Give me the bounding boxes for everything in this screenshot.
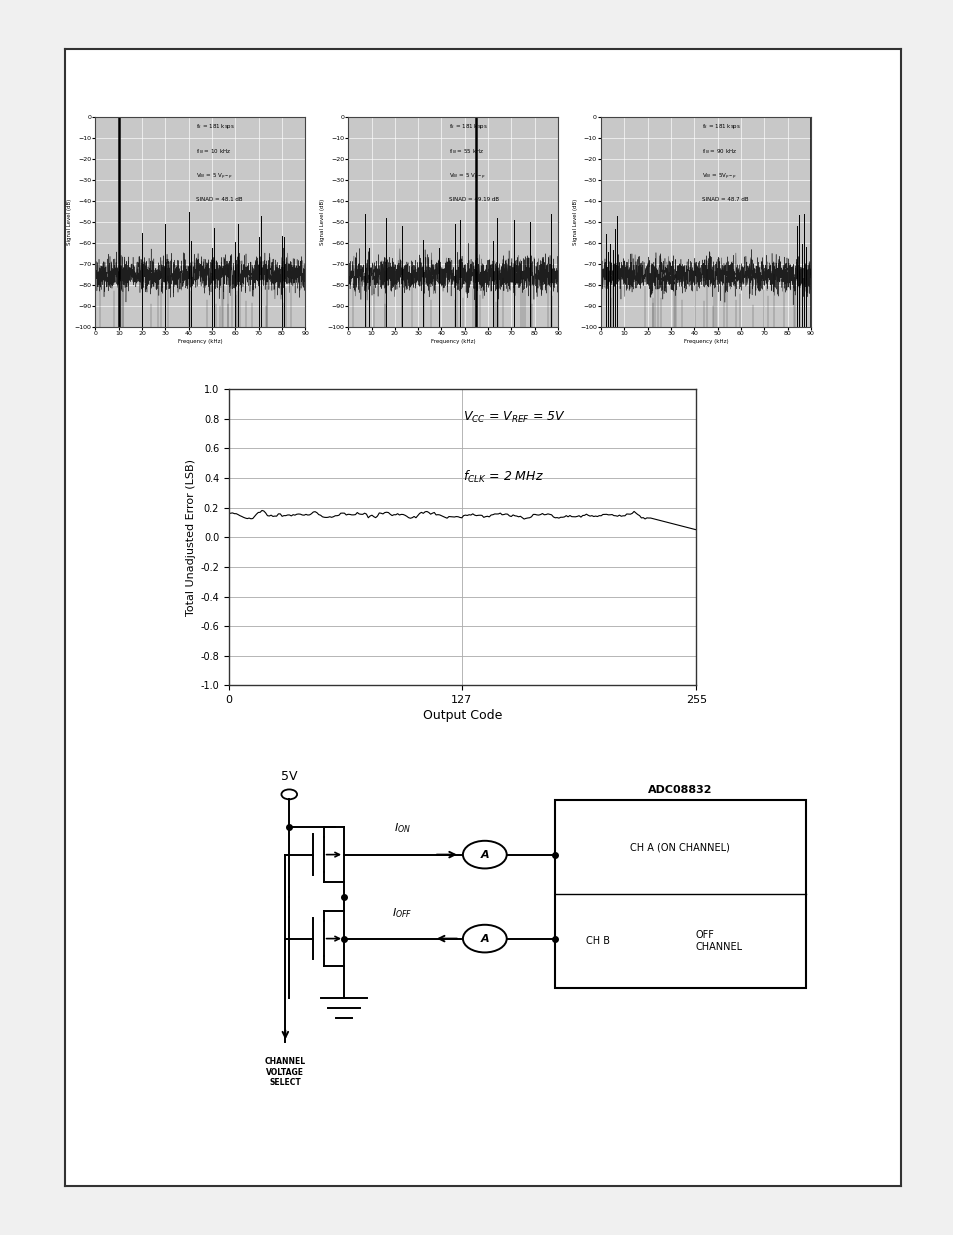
Text: $I_{OFF}$: $I_{OFF}$: [392, 906, 413, 920]
Text: ADC08832: ADC08832: [647, 785, 712, 795]
X-axis label: Frequency (kHz): Frequency (kHz): [178, 338, 222, 343]
Text: CHANNEL
VOLTAGE
SELECT: CHANNEL VOLTAGE SELECT: [265, 1057, 306, 1087]
Text: f$_{IN}$ = 10 kHz: f$_{IN}$ = 10 kHz: [196, 147, 231, 156]
Y-axis label: Signal Level (dB): Signal Level (dB): [320, 199, 325, 246]
Text: SINAD = 48.1 dB: SINAD = 48.1 dB: [196, 198, 242, 203]
X-axis label: Frequency (kHz): Frequency (kHz): [683, 338, 727, 343]
Text: f$_S$ = 181 ksps: f$_S$ = 181 ksps: [196, 121, 235, 131]
Text: V$_{IN}$ = 5V$_{p-p}$: V$_{IN}$ = 5V$_{p-p}$: [701, 172, 736, 182]
Y-axis label: Total Unadjusted Error (LSB): Total Unadjusted Error (LSB): [186, 458, 196, 616]
Text: 5V: 5V: [281, 769, 297, 783]
X-axis label: Frequency (kHz): Frequency (kHz): [431, 338, 475, 343]
Text: f$_{IN}$ = 55 kHz: f$_{IN}$ = 55 kHz: [449, 147, 483, 156]
Text: CH A (ON CHANNEL): CH A (ON CHANNEL): [630, 842, 730, 852]
Text: V$_{IN}$ = 5 V$_{p-p}$: V$_{IN}$ = 5 V$_{p-p}$: [196, 172, 233, 182]
Text: V$_{IN}$ = 5 V$_{p-p}$: V$_{IN}$ = 5 V$_{p-p}$: [449, 172, 485, 182]
Bar: [555, 800, 804, 988]
Text: OFF
CHANNEL: OFF CHANNEL: [696, 930, 742, 952]
Y-axis label: Signal Level (dB): Signal Level (dB): [573, 199, 578, 246]
Text: SINAD = 49.19 dB: SINAD = 49.19 dB: [449, 198, 498, 203]
Text: f$_S$ = 181 ksps: f$_S$ = 181 ksps: [701, 121, 740, 131]
X-axis label: Output Code: Output Code: [422, 709, 502, 722]
Text: A: A: [480, 850, 489, 860]
Text: CH B: CH B: [586, 936, 610, 946]
Text: $I_{ON}$: $I_{ON}$: [394, 821, 411, 835]
Text: f$_{IN}$ = 90 kHz: f$_{IN}$ = 90 kHz: [701, 147, 736, 156]
Text: A: A: [480, 934, 489, 944]
Y-axis label: Signal Level (dB): Signal Level (dB): [68, 199, 72, 246]
Text: f$_S$ = 181 ksps: f$_S$ = 181 ksps: [449, 121, 488, 131]
Text: V$_{CC}$ = V$_{REF}$ = 5V: V$_{CC}$ = V$_{REF}$ = 5V: [462, 410, 565, 425]
Text: f$_{CLK}$ = 2 MHz: f$_{CLK}$ = 2 MHz: [462, 469, 543, 485]
Text: SINAD = 48.7 dB: SINAD = 48.7 dB: [701, 198, 747, 203]
